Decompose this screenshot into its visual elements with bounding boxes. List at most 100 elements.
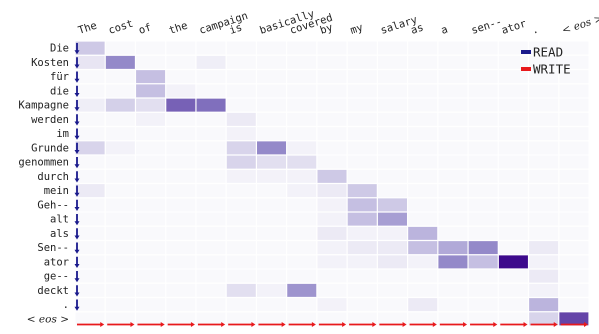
heatmap-cell <box>558 112 589 127</box>
heatmap-cell <box>135 41 166 56</box>
heatmap-cell <box>195 254 227 269</box>
heatmap-cell <box>135 240 166 255</box>
heatmap-cell <box>195 83 227 98</box>
heatmap-cell <box>468 41 499 56</box>
heatmap-cell <box>286 41 317 56</box>
heatmap-cell <box>347 126 378 141</box>
heatmap-cell <box>347 240 378 255</box>
read-arrow-head <box>74 107 80 112</box>
heatmap-cell <box>316 283 348 298</box>
heatmap-cell <box>437 69 469 84</box>
read-arrow-head <box>74 50 80 55</box>
write-arrow-head <box>432 322 437 327</box>
heatmap-cell <box>316 169 348 184</box>
heatmap-cell <box>226 240 257 255</box>
heatmap-cell <box>377 197 408 212</box>
heatmap-cell <box>256 240 287 255</box>
heatmap-cell <box>498 169 529 184</box>
heatmap-cell <box>165 240 196 255</box>
write-arrow-head <box>402 322 407 327</box>
heatmap-cell <box>286 112 317 127</box>
heatmap-cell <box>165 254 196 269</box>
heatmap-cell <box>75 283 106 298</box>
heatmap-cell <box>256 140 287 155</box>
heatmap-cell <box>165 169 196 184</box>
heatmap-cell <box>528 254 559 269</box>
heatmap-cell <box>528 169 559 184</box>
y-tick-label: Kampagne <box>18 100 69 112</box>
heatmap-cell <box>195 98 227 113</box>
write-arrow-head <box>221 322 226 327</box>
write-arrow-head <box>553 322 558 327</box>
heatmap-cell <box>105 269 136 284</box>
heatmap-cell <box>286 197 317 212</box>
heatmap-cell <box>407 183 438 198</box>
heatmap-cell <box>256 254 287 269</box>
x-tick-label: of <box>137 22 153 37</box>
heatmap-cell <box>316 226 348 241</box>
heatmap-cell <box>105 254 136 269</box>
write-arrow-head <box>100 322 105 327</box>
heatmap-cell <box>286 212 317 227</box>
heatmap-cell <box>226 112 257 127</box>
write-arrow-head <box>342 322 347 327</box>
heatmap-cell <box>377 269 408 284</box>
heatmap-cell <box>437 212 469 227</box>
heatmap-cell <box>105 83 136 98</box>
read-arrow-head <box>74 164 80 169</box>
read-arrow-head <box>74 93 80 97</box>
heatmap-cell <box>347 226 378 241</box>
heatmap-cell <box>226 297 257 312</box>
heatmap-cell <box>377 226 408 241</box>
heatmap-cell <box>256 98 287 113</box>
heatmap-cell <box>75 226 106 241</box>
read-arrow-head <box>74 150 80 154</box>
heatmap-cell <box>468 183 499 198</box>
heatmap-cell <box>286 140 317 155</box>
heatmap-cell <box>256 311 287 326</box>
x-tick-label: ator <box>500 18 528 37</box>
heatmap-cell <box>316 297 348 312</box>
heatmap-cell <box>347 55 378 70</box>
heatmap-cell <box>316 69 348 84</box>
heatmap-cell <box>105 169 136 184</box>
heatmap-cell <box>316 83 348 98</box>
heatmap-cell <box>75 297 106 312</box>
heatmap-cell <box>377 126 408 141</box>
x-tick-label: < eos > <box>561 12 599 36</box>
heatmap-cell <box>316 55 348 70</box>
heatmap-cell <box>105 98 136 113</box>
heatmap-cell <box>558 169 589 184</box>
heatmap-cell <box>195 41 227 56</box>
heatmap-cell <box>528 311 559 326</box>
heatmap-cell <box>226 254 257 269</box>
heatmap-cell <box>226 69 257 84</box>
heatmap-cell <box>256 226 287 241</box>
heatmap-cell <box>226 140 257 155</box>
y-tick-label: < eos > <box>27 313 69 325</box>
heatmap-cell <box>135 112 166 127</box>
heatmap-cell <box>75 83 106 98</box>
heatmap-cell <box>437 155 469 170</box>
heatmap-cell <box>407 140 438 155</box>
heatmap-cell <box>528 269 559 284</box>
heatmap-cell <box>75 240 106 255</box>
heatmap-cell <box>468 254 499 269</box>
heatmap-cell <box>165 83 196 98</box>
y-tick-label: durch <box>37 171 69 183</box>
heatmap-cell <box>226 169 257 184</box>
y-tick-label: Grunde <box>31 142 69 154</box>
heatmap-cell <box>558 311 589 326</box>
heatmap-cell <box>135 311 166 326</box>
heatmap-cell <box>165 197 196 212</box>
heatmap-cell <box>226 98 257 113</box>
read-arrow-head <box>74 264 80 268</box>
heatmap-cell <box>558 83 589 98</box>
heatmap-cell <box>195 297 227 312</box>
heatmap-cell <box>75 112 106 127</box>
heatmap-cell <box>437 240 469 255</box>
heatmap-cell <box>528 212 559 227</box>
heatmap-cell <box>286 126 317 141</box>
heatmap-cell <box>135 83 166 98</box>
write-arrow-head <box>463 322 468 327</box>
